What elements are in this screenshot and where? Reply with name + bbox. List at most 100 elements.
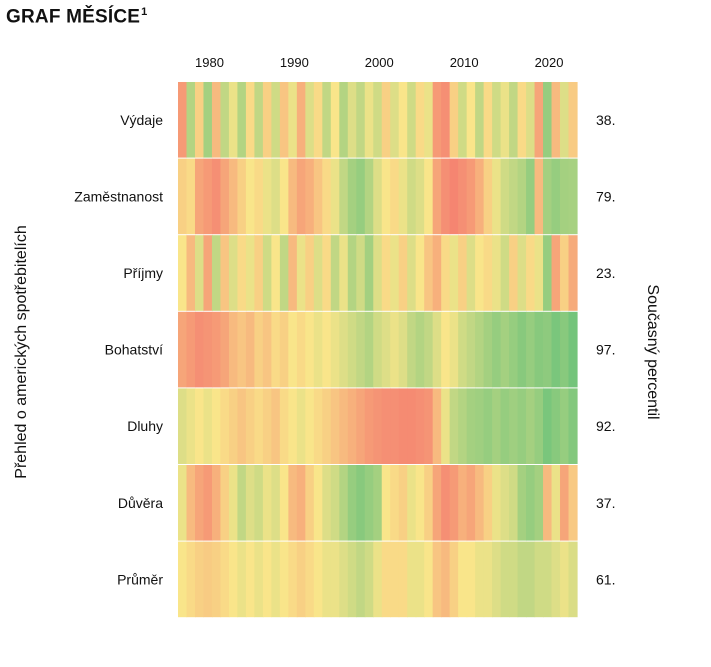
heatmap-cell <box>466 541 476 618</box>
heatmap-cell <box>407 541 417 618</box>
heatmap-cell <box>390 158 400 235</box>
heatmap-cell <box>466 235 476 311</box>
row-label: Důvěra <box>118 495 163 511</box>
heatmap-cell <box>492 311 502 388</box>
heatmap-cell <box>339 82 349 158</box>
heatmap-cell <box>483 311 493 388</box>
current-percentile-value: 61. <box>596 571 615 587</box>
heatmap-cell <box>178 158 188 235</box>
heatmap-cell <box>441 541 451 618</box>
heatmap-cell <box>517 465 527 541</box>
heatmap-cell <box>373 82 383 158</box>
heatmap-cell <box>186 82 196 158</box>
heatmap-cell <box>560 235 570 311</box>
heatmap-cell <box>390 541 400 618</box>
heatmap-cell <box>245 311 255 388</box>
heatmap-cell <box>398 311 408 388</box>
heatmap-row <box>178 465 578 541</box>
heatmap-cell <box>194 82 205 158</box>
heatmap-cell <box>551 82 561 158</box>
heatmap-cell <box>262 388 272 464</box>
heatmap-cell <box>330 158 340 235</box>
heatmap-cell <box>449 82 459 158</box>
heatmap-cell <box>305 158 315 235</box>
heatmap-cell <box>339 388 349 464</box>
heatmap-cell <box>526 82 536 158</box>
heatmap-cell <box>466 158 476 235</box>
heatmap-cell <box>305 82 315 158</box>
heatmap-cell <box>178 465 188 541</box>
heatmap-cell <box>534 82 544 158</box>
heatmap-cell <box>245 235 255 311</box>
heatmap-cell <box>509 235 519 311</box>
secondary-y-axis-label: Současný percentil <box>644 284 661 419</box>
heatmap-cell <box>262 235 272 311</box>
heatmap-cell <box>441 311 451 388</box>
heatmap-cell <box>254 388 264 464</box>
heatmap-cell <box>560 465 570 541</box>
heatmap-cell <box>381 235 391 311</box>
heatmap-cell <box>381 541 391 618</box>
heatmap-cell <box>313 465 323 541</box>
heatmap-cell <box>211 235 222 311</box>
heatmap-cell <box>322 311 332 388</box>
heatmap-cell <box>228 311 239 388</box>
heatmap-cell <box>356 465 366 541</box>
heatmap-cell <box>449 158 459 235</box>
heatmap-cell <box>288 388 298 464</box>
heatmap-cell <box>245 158 255 235</box>
heatmap-cell <box>500 235 510 311</box>
heatmap-cell <box>424 82 434 158</box>
heatmap-cell <box>500 82 510 158</box>
heatmap-cell <box>407 235 417 311</box>
heatmap-cell <box>424 235 434 311</box>
heatmap-cell <box>517 311 527 388</box>
heatmap-cell <box>228 388 239 464</box>
heatmap-cell <box>551 311 561 388</box>
heatmap-cell <box>534 541 544 618</box>
heatmap-cell <box>449 465 459 541</box>
heatmap-cell <box>356 235 366 311</box>
heatmap-cell <box>534 235 544 311</box>
heatmap-cell <box>211 541 222 618</box>
heatmap-cell <box>381 158 391 235</box>
heatmap-cell <box>424 158 434 235</box>
heatmap-cell <box>568 158 578 235</box>
heatmap-cell <box>509 465 519 541</box>
heatmap-cell <box>296 158 306 235</box>
heatmap-cell <box>543 541 553 618</box>
heatmap-cell <box>509 311 519 388</box>
heatmap-cell <box>407 82 417 158</box>
heatmap-cell <box>203 388 213 464</box>
heatmap-cell <box>432 82 442 158</box>
heatmap-cell <box>568 388 578 464</box>
heatmap-cell <box>186 311 196 388</box>
heatmap-cell <box>237 541 247 618</box>
heatmap-cell <box>364 82 374 158</box>
heatmap-cell <box>322 465 332 541</box>
heatmap-cell <box>492 158 502 235</box>
heatmap-cell <box>432 235 442 311</box>
x-tick-label: 2020 <box>535 55 564 70</box>
heatmap-cell <box>458 235 468 311</box>
heatmap-cell <box>288 235 298 311</box>
heatmap-cell <box>449 235 459 311</box>
heatmap-cell <box>483 235 493 311</box>
heatmap-cell <box>415 388 425 464</box>
heatmap-cell <box>347 465 357 541</box>
heatmap-cell <box>424 465 434 541</box>
heatmap-cell <box>330 235 340 311</box>
heatmap-cell <box>534 158 544 235</box>
heatmap-cell <box>441 235 451 311</box>
heatmap-cell <box>500 541 510 618</box>
heatmap-cell <box>373 311 383 388</box>
heatmap-cell <box>551 158 561 235</box>
heatmap-cell <box>475 82 485 158</box>
heatmap-cell <box>288 82 298 158</box>
heatmap-cell <box>254 235 264 311</box>
heatmap-cell <box>483 541 493 618</box>
heatmap-cell <box>466 388 476 464</box>
row-label: Příjmy <box>123 265 163 281</box>
heatmap-cell <box>390 388 400 464</box>
row-label: Dluhy <box>127 418 163 434</box>
